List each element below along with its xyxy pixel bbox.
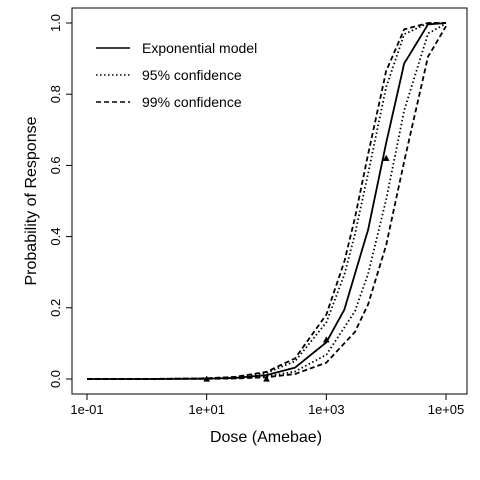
legend-label: Exponential model bbox=[142, 40, 257, 56]
x-axis-title: Dose (Amebae) bbox=[210, 429, 322, 446]
legend: Exponential model 95% confidence 99% con… bbox=[96, 40, 257, 110]
legend-item-95-confidence: 95% confidence bbox=[96, 67, 242, 83]
x-tick-label: 1e+03 bbox=[308, 402, 345, 417]
y-tick-label: 0.4 bbox=[48, 228, 63, 246]
observed-points-layer bbox=[203, 154, 390, 382]
legend-item-99-confidence: 99% confidence bbox=[96, 94, 242, 110]
legend-item-exponential: Exponential model bbox=[96, 40, 257, 56]
confidence-99-curve bbox=[86, 25, 447, 380]
x-tick-label: 1e+05 bbox=[428, 402, 465, 417]
observed-data-point bbox=[382, 154, 390, 161]
legend-label: 99% confidence bbox=[142, 94, 242, 110]
y-tick-label: 0.2 bbox=[48, 299, 63, 317]
x-tick-label: 1e-01 bbox=[70, 402, 103, 417]
x-tick-label: 1e+01 bbox=[188, 402, 225, 417]
legend-label: 95% confidence bbox=[142, 67, 242, 83]
y-tick-label: 0.8 bbox=[48, 85, 63, 103]
x-axis: 1e-01 1e+01 1e+03 1e+05 bbox=[70, 393, 465, 417]
observed-data-point bbox=[263, 375, 270, 382]
y-axis: 0.0 0.2 0.4 0.6 0.8 1.0 bbox=[48, 14, 73, 388]
confidence-95-curve bbox=[86, 22, 447, 380]
y-tick-label: 0.6 bbox=[48, 156, 63, 174]
y-tick-label: 0.0 bbox=[48, 370, 63, 388]
observed-data-point bbox=[203, 375, 211, 382]
observed-data-point bbox=[322, 336, 330, 343]
y-axis-title: Probability of Response bbox=[23, 116, 40, 285]
y-tick-label: 1.0 bbox=[48, 14, 63, 32]
